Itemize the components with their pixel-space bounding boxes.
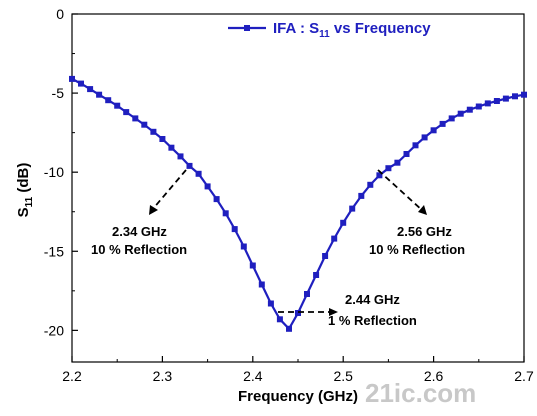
series-point [267,300,274,307]
legend-label: IFA : S11 vs Frequency [273,20,431,40]
series-point [204,183,211,190]
annotation-arrows [151,169,424,313]
series-point [177,153,184,160]
series-point [159,136,166,142]
legend: IFA : S11 vs Frequency [228,20,431,40]
x-tick-label: 2.7 [514,368,534,384]
series-point [521,91,527,98]
annotation-2-56-reflection: 10 % Reflection [369,242,465,257]
series-point [304,291,310,297]
arrowheads [149,205,427,316]
y-axis-title: S11 (dB) [15,163,35,218]
arrowhead-2-34ghz [149,205,158,215]
series-point [439,120,446,127]
series-point [448,115,455,122]
series-point [276,316,283,323]
series-point [512,93,518,100]
series-point [358,192,365,199]
x-tick-label: 2.2 [62,368,82,384]
series-point [168,144,175,151]
legend-marker [244,25,250,31]
series-point [322,253,329,259]
series-point [78,80,84,87]
annotation-2-56-freq: 2.56 GHz [397,224,452,239]
series-point [331,235,338,242]
series-point [249,262,256,269]
series-point [141,121,148,128]
series-point [457,110,464,117]
series-point [466,106,473,113]
series-point [493,98,500,104]
x-tick-label: 2.5 [333,368,353,384]
series-point [502,95,509,102]
y-tick-label: 0 [56,6,64,22]
x-tick-labels: 2.2 2.3 2.4 2.5 2.6 2.7 [62,368,534,384]
series-point [367,181,374,188]
series-point [349,205,356,212]
series-point [340,219,347,226]
series-point [195,170,202,177]
series-point [123,109,130,116]
annotation-2-34-reflection: 10 % Reflection [91,242,187,257]
series-markers [69,75,527,332]
annotation-2-34-freq: 2.34 GHz [112,224,167,239]
y-tick-label: -10 [44,164,64,180]
series-point [150,128,157,135]
arrowhead-2-56ghz [418,205,427,215]
series-point [240,243,247,250]
y-tick-label: -5 [52,85,65,101]
arrow-2-56ghz [377,169,424,212]
series-point [105,97,112,104]
series-point [385,165,392,172]
series-point [69,75,75,82]
series-point [114,102,121,109]
axis-ticks [71,13,525,362]
series-point [132,115,139,122]
x-tick-label: 2.3 [153,368,173,384]
series-point [286,325,292,332]
x-tick-label: 2.6 [424,368,444,384]
series-point [403,151,410,157]
annotation-2-44-reflection: 1 % Reflection [328,313,417,328]
series-point [484,100,491,107]
y-tick-labels: 0 -5 -10 -15 -20 [44,6,64,338]
annotation-2-44-freq: 2.44 GHz [345,292,400,307]
series-line [71,77,525,331]
series-point [412,142,419,149]
x-tick-label: 2.4 [243,368,263,384]
watermark: 21ic.com [365,378,476,408]
series-point [258,281,265,288]
series-point [186,162,193,169]
series-point [295,310,301,316]
x-axis-title: Frequency (GHz) [238,388,358,405]
series-point [222,210,229,217]
y-tick-label: -20 [44,322,64,338]
series-point [430,127,437,134]
series-point [213,196,220,203]
y-tick-label: -15 [44,243,64,259]
series-point [87,86,94,93]
arrowhead-2-44ghz [329,308,338,316]
arrow-2-34ghz [151,169,187,211]
plot-frame [71,13,525,363]
series-point [475,103,482,110]
series-point [376,172,383,179]
series-point [421,134,428,141]
series-point [394,159,401,166]
series-point [96,91,103,98]
series-point [231,226,238,233]
series-point [313,272,320,278]
